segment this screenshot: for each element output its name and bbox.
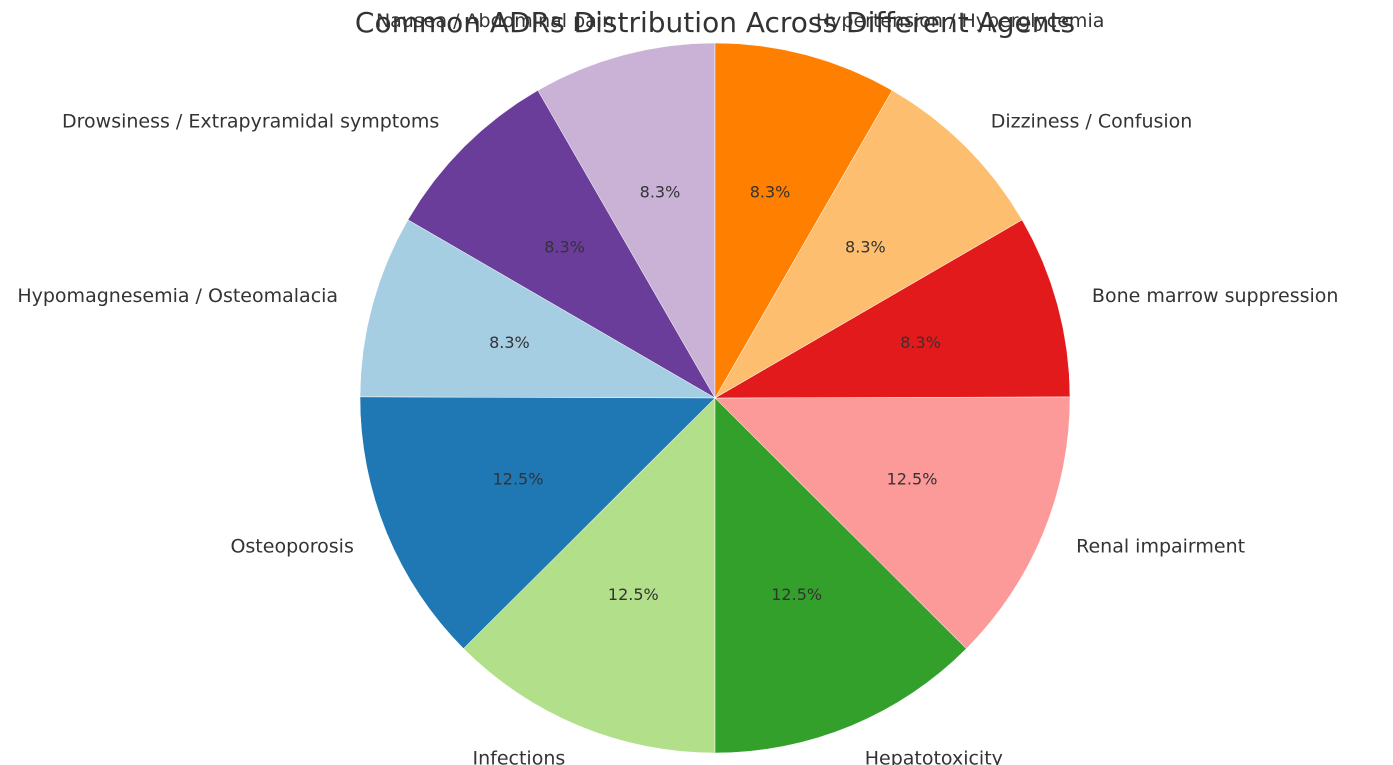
- percent-label: 12.5%: [887, 470, 938, 489]
- slice-label-hypertension-hyperglycemia: Hypertension / Hyperglycemia: [816, 10, 1105, 32]
- slice-label-hypomagnesemia-osteomalacia: Hypomagnesemia / Osteomalacia: [17, 285, 338, 307]
- pie-slice-infections: [463, 397, 716, 754]
- pie-slice-drowsiness-extrapyramidal-symptoms: [407, 90, 716, 399]
- percent-label: 8.3%: [489, 333, 530, 352]
- pie-slice-osteoporosis: [359, 396, 716, 649]
- percent-label: 8.3%: [845, 238, 886, 257]
- slice-label-nausea-abdominal-pain: Nausea / Abdominal pain: [376, 10, 614, 32]
- percent-label: 8.3%: [900, 333, 941, 352]
- slice-label-osteoporosis: Osteoporosis: [230, 536, 353, 558]
- pie-slice-dizziness-confusion: [714, 90, 1023, 399]
- pie-slice-hepatotoxicity: [714, 397, 967, 754]
- slice-label-drowsiness-extrapyramidal-symptoms: Drowsiness / Extrapyramidal symptoms: [62, 110, 439, 132]
- pie-slice-nausea-abdominal-pain: [537, 42, 716, 399]
- pie-slice-hypertension-hyperglycemia: [714, 42, 893, 399]
- pie-slice-hypomagnesemia-osteomalacia: [359, 219, 716, 399]
- percent-label: 8.3%: [640, 183, 681, 202]
- pie-slice-renal-impairment: [714, 396, 1071, 649]
- percent-label: 8.3%: [544, 238, 585, 257]
- slice-label-hepatotoxicity: Hepatotoxicity: [865, 748, 1003, 765]
- chart-title: Common ADRs Distribution Across Differen…: [355, 6, 1075, 39]
- percent-labels: 8.3% 8.3% 8.3% 12.5% 12.5% 12.5% 12.5% 8.3% 8.3%…: [489, 183, 941, 604]
- percent-label: 12.5%: [771, 585, 822, 604]
- slice-label-bone-marrow-suppression: Bone marrow suppression: [1092, 285, 1339, 307]
- slice-label-infections: Infections: [473, 748, 566, 765]
- pie-slice-bone-marrow-suppression: [714, 219, 1071, 399]
- percent-label: 8.3%: [750, 183, 791, 202]
- slice-label-dizziness-confusion: Dizziness / Confusion: [991, 110, 1193, 132]
- slice-label-renal-impairment: Renal impairment: [1076, 536, 1245, 558]
- percent-label: 12.5%: [493, 470, 544, 489]
- pie-slices: [359, 42, 1071, 754]
- percent-label: 12.5%: [608, 585, 659, 604]
- category-labels: Nausea / Abdominal pain Drowsiness / Extr…: [17, 10, 1338, 765]
